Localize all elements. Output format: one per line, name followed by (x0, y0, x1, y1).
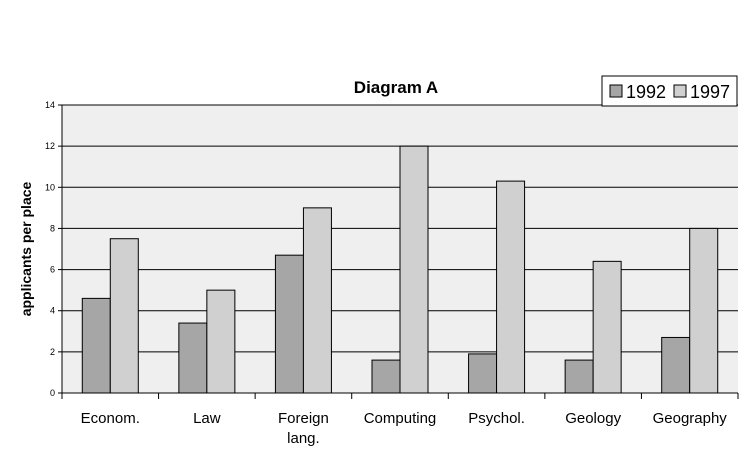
x-tick-label-line: Geology (565, 410, 621, 427)
legend-label-1997: 1997 (690, 82, 730, 102)
y-tick-label: 12 (45, 141, 55, 151)
bar-1992-2 (274, 254, 304, 394)
legend-box (601, 75, 738, 107)
x-tick-label: Geology (565, 410, 621, 427)
chart-title: Diagram A (354, 78, 438, 97)
bar-1997-4 (496, 180, 526, 394)
legend-label-1992: 1992 (626, 82, 666, 102)
x-tick-label: Geography (653, 410, 728, 427)
y-tick-label: 0 (50, 388, 55, 398)
x-tick-label: Law (193, 410, 221, 427)
legend: 1992 1997 (601, 75, 738, 107)
legend-swatch-1992 (609, 84, 623, 98)
y-tick-label: 10 (45, 182, 55, 192)
bar-1992-5 (564, 359, 594, 394)
y-tick-label: 2 (50, 347, 55, 357)
x-tick-label-line: Psychol. (468, 410, 525, 427)
x-tick-label: Foreign lang. (278, 410, 329, 447)
bar-1997-2 (302, 207, 332, 394)
x-tick-label-line: Law (193, 410, 221, 427)
x-tick-label-line: lang. (287, 430, 320, 447)
bar-1992-1 (178, 322, 208, 394)
bar-1992-0 (81, 297, 111, 394)
bar-1997-1 (206, 289, 236, 394)
x-tick-label: Psychol. (468, 410, 525, 427)
bar-1997-5 (592, 260, 622, 394)
x-tick-label-line: Computing (364, 410, 437, 427)
bar-1997-0 (109, 238, 139, 394)
y-tick-label: 4 (50, 306, 55, 316)
x-tick-label-line: Econom. (81, 410, 140, 427)
legend-swatch-1997 (673, 84, 687, 98)
y-tick-label: 6 (50, 265, 55, 275)
bar-1997-6 (689, 227, 719, 394)
y-tick-label: 8 (50, 223, 55, 233)
x-tick-label-line: Geography (653, 410, 728, 427)
x-tick-label: Computing (364, 410, 437, 427)
bar-1992-6 (661, 336, 691, 394)
x-tick-label: Econom. (81, 410, 140, 427)
x-tick-label-line: Foreign (278, 410, 329, 427)
bar-1992-4 (468, 353, 498, 394)
plot-area: 0 2 4 6 8 10 12 14 Econom. Law Foreign lang. Computi… (45, 100, 739, 447)
y-axis-label: applicants per place (18, 181, 34, 316)
bar-1992-3 (371, 359, 401, 394)
bar-1997-3 (399, 145, 429, 394)
y-tick-label: 14 (45, 100, 55, 110)
